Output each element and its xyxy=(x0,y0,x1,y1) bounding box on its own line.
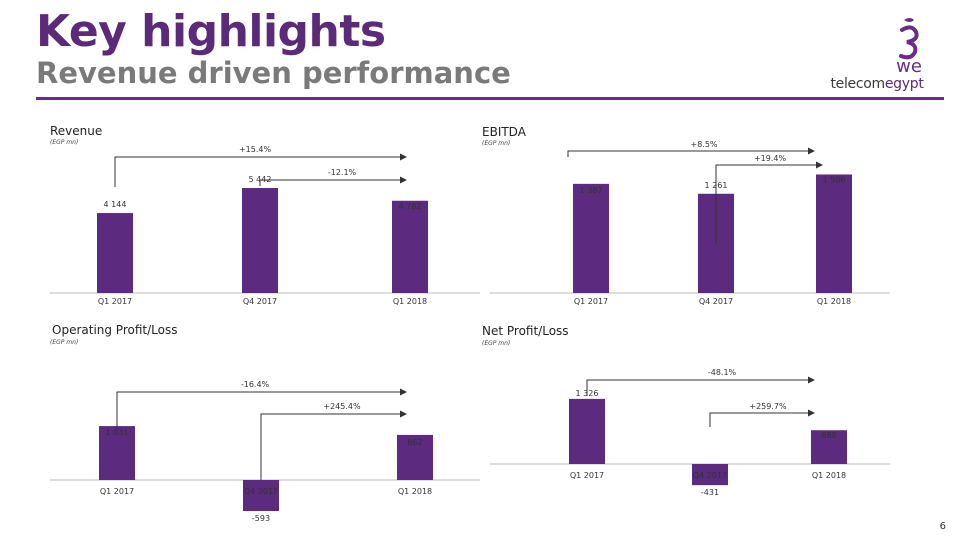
operating-value-label: -593 xyxy=(252,514,270,523)
netprofit-growth-arrow-head xyxy=(808,376,815,384)
ebitda-category-label: Q1 2018 xyxy=(817,297,851,306)
ebitda-unit: (EGP mn) xyxy=(482,140,511,147)
operating-bar xyxy=(397,434,433,480)
netprofit-category-label: Q1 2018 xyxy=(812,471,846,480)
revenue-unit: (EGP mn) xyxy=(50,139,79,146)
operating-growth-arrow-head xyxy=(400,410,407,418)
netprofit-growth-label: +259.7% xyxy=(749,402,787,411)
netprofit-bar xyxy=(692,464,728,486)
operating-bar xyxy=(243,480,279,512)
netprofit-category-label: Q4 2017 xyxy=(693,471,727,480)
netprofit-growth-label: -48.1% xyxy=(708,368,737,377)
operating-bar xyxy=(99,426,135,480)
ebitda-growth-arrow-head xyxy=(816,161,823,169)
operating-growth-label: +245.4% xyxy=(323,402,361,411)
revenue-bar xyxy=(392,200,428,293)
operating-growth-arrow xyxy=(260,413,400,480)
telecom-egypt-logo: we telecomegypt xyxy=(822,14,932,96)
ebitda-category-label: Q1 2017 xyxy=(574,297,608,306)
netprofit-unit: (EGP mn) xyxy=(482,340,511,347)
operating-chart-title: Operating Profit/Loss xyxy=(52,323,178,337)
ebitda-growth-arrow-head xyxy=(808,147,815,155)
ebitda-bar xyxy=(573,183,609,293)
page-number: 6 xyxy=(939,521,946,532)
ebitda-category-label: Q4 2017 xyxy=(699,297,733,306)
netprofit-growth-arrow xyxy=(709,412,808,427)
netprofit-bar xyxy=(569,398,605,464)
ebitda-growth-arrow xyxy=(567,150,808,157)
ebitda-chart-title: EBITDA xyxy=(482,125,526,139)
page-title: Key highlights xyxy=(36,6,386,57)
revenue-growth-arrow xyxy=(114,156,400,187)
ebitda-value-label: 1 506 xyxy=(823,175,846,184)
revenue-category-label: Q4 2017 xyxy=(243,297,277,306)
operating-category-label: Q1 2018 xyxy=(398,487,432,496)
page-subtitle: Revenue driven performance xyxy=(36,56,511,90)
netprofit-category-label: Q1 2017 xyxy=(570,471,604,480)
operating-value-label: 862 xyxy=(407,438,422,447)
logo-brand: telecomegypt xyxy=(822,76,932,92)
revenue-growth-label: -12.1% xyxy=(328,168,357,177)
netprofit-value-label: 688 xyxy=(821,431,836,440)
revenue-chart-title: Revenue xyxy=(50,124,103,138)
operating-growth-label: -16.4% xyxy=(241,380,270,389)
operating-category-label: Q1 2017 xyxy=(100,487,134,496)
netprofit-value-label: -431 xyxy=(701,488,719,497)
revenue-bar xyxy=(242,188,278,293)
revenue-growth-arrow xyxy=(259,179,400,186)
operating-value-label: 1 031 xyxy=(106,428,129,437)
revenue-growth-arrow-head xyxy=(400,153,407,161)
netprofit-growth-arrow xyxy=(586,379,808,396)
logo-word: we xyxy=(896,56,922,76)
revenue-category-label: Q1 2017 xyxy=(98,297,132,306)
revenue-value-label: 4 144 xyxy=(104,200,127,209)
netprofit-chart-title: Net Profit/Loss xyxy=(482,324,569,338)
revenue-value-label: 4 782 xyxy=(399,202,422,211)
netprofit-growth-arrow-head xyxy=(808,409,815,417)
operating-category-label: Q4 2017 xyxy=(244,487,278,496)
ebitda-value-label: 1 387 xyxy=(580,186,603,195)
revenue-bar xyxy=(97,213,133,293)
ebitda-growth-label: +19.4% xyxy=(754,154,787,163)
revenue-growth-label: +15.4% xyxy=(239,145,272,154)
ebitda-bar xyxy=(816,174,852,293)
operating-growth-arrow xyxy=(116,391,400,432)
operating-unit: (EGP mn) xyxy=(50,339,79,346)
operating-growth-arrow-head xyxy=(400,388,407,396)
revenue-growth-arrow-head xyxy=(400,176,407,184)
revenue-category-label: Q1 2018 xyxy=(393,297,427,306)
ebitda-growth-label: +8.5% xyxy=(690,140,717,149)
we-logo-icon: we xyxy=(896,18,922,77)
title-divider xyxy=(36,97,944,100)
ebitda-growth-arrow xyxy=(715,164,816,245)
logo-brand-a: telecom xyxy=(830,76,885,92)
netprofit-bar xyxy=(811,430,847,464)
logo-brand-b: egypt xyxy=(884,76,924,92)
